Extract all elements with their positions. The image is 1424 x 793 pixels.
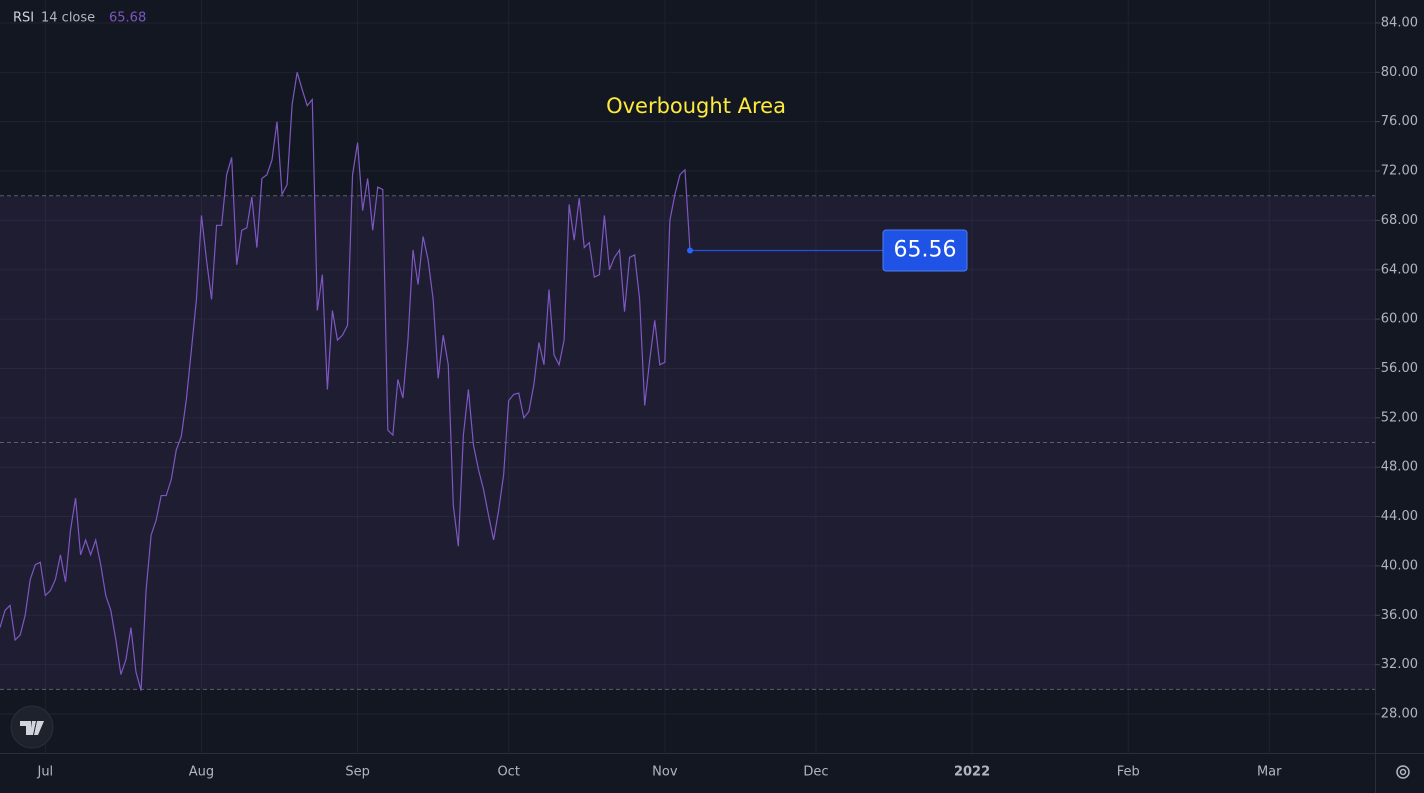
gear-hub — [1399, 768, 1407, 776]
x-tick-label: Mar — [1257, 765, 1282, 780]
y-tick-label: 40.00 — [1381, 558, 1418, 573]
y-tick-label: 32.00 — [1381, 657, 1418, 672]
logo[interactable] — [10, 705, 54, 749]
y-tick-label: 36.00 — [1381, 608, 1418, 623]
legend-params: 14 close — [41, 11, 95, 26]
y-tick-label: 68.00 — [1381, 213, 1418, 228]
x-tick-label: Oct — [497, 765, 519, 780]
x-tick-label: Aug — [189, 765, 214, 780]
last-point — [687, 247, 694, 254]
x-tick-label: Nov — [652, 765, 678, 780]
y-tick-label: 56.00 — [1381, 361, 1418, 376]
x-tick-label: 2022 — [954, 765, 990, 780]
x-tick-label: Sep — [345, 765, 370, 780]
y-tick-label: 28.00 — [1381, 707, 1418, 722]
series: 65.56 — [0, 72, 968, 691]
x-tick-label: Feb — [1117, 765, 1140, 780]
legend-value: 65.68 — [109, 11, 146, 26]
axes: 28.00 32.00 36.00 40.00 44.00 48.00 52.00 56.00… — [36, 15, 1418, 779]
y-tick-label: 64.00 — [1381, 262, 1418, 277]
annotation: Overbought Area — [606, 94, 786, 118]
y-tick-label: 76.00 — [1381, 114, 1418, 129]
y-tick-label: 80.00 — [1381, 65, 1418, 80]
rsi-line — [0, 72, 691, 691]
price-label-box — [882, 229, 968, 272]
y-tick-label: 84.00 — [1381, 15, 1418, 30]
bands — [0, 195, 1375, 690]
price-label: 65.56 — [894, 238, 957, 263]
y-tick-label: 72.00 — [1381, 164, 1418, 179]
logo-glyph — [20, 721, 44, 735]
y-tick-label: 48.00 — [1381, 460, 1418, 475]
legend-label: RSI — [13, 11, 34, 26]
x-tick-label: Dec — [803, 765, 828, 780]
y-tick-label: 60.00 — [1381, 312, 1418, 327]
settings-button[interactable] — [1396, 765, 1410, 779]
y-tick-label: 44.00 — [1381, 509, 1418, 524]
x-tick-label: Jul — [36, 765, 53, 780]
grid — [0, 0, 1375, 753]
gear-icon[interactable] — [1396, 765, 1410, 779]
y-tick-label: 52.00 — [1381, 410, 1418, 425]
